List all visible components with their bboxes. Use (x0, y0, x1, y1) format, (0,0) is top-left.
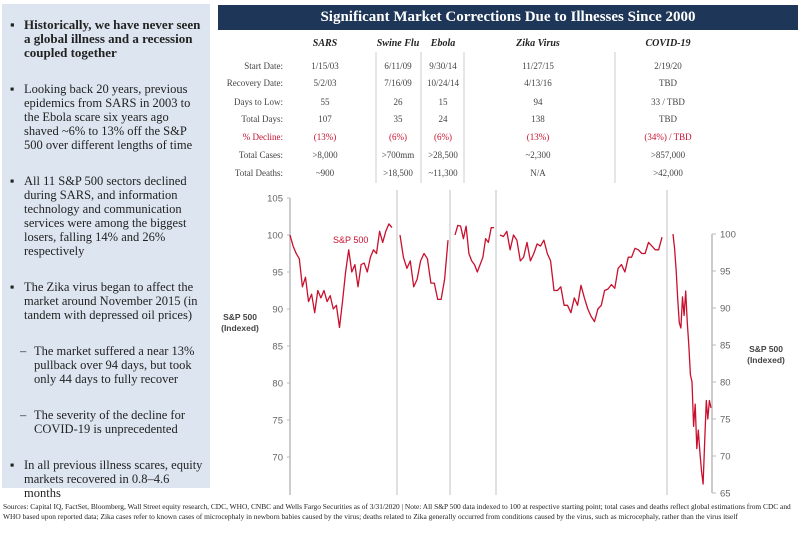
bullet-text: The market suffered a near 13% pullback … (34, 344, 195, 386)
left-tick-label: 100 (267, 231, 283, 242)
table-cell: 5/2/03 (313, 78, 337, 88)
table-cell: 6/11/09 (384, 61, 412, 71)
left-tick-label: 75 (272, 416, 283, 427)
column-header: SARS (312, 38, 338, 49)
table-cell: (13%) (313, 132, 337, 142)
row-label: Total Days: (241, 114, 283, 124)
right-tick-label: 90 (720, 304, 731, 315)
table-cell: >28,500 (428, 150, 458, 160)
table-cell: 26 (393, 97, 403, 107)
bullet-text: The severity of the decline for COVID-19… (34, 408, 185, 436)
table-cell: >857,000 (650, 150, 686, 160)
bullet-text: Looking back 20 years, previous epidemic… (24, 82, 193, 152)
sidebar-bullet: ▪ In all previous illness scares, equity … (10, 458, 206, 500)
bullet-icon: ▪ (10, 174, 15, 188)
column-header: Ebola (430, 38, 456, 49)
bullet-icon: ▪ (10, 82, 15, 96)
right-tick-label: 75 (720, 415, 731, 426)
table-cell: 107 (318, 114, 332, 124)
left-tick-label: 85 (272, 342, 283, 353)
table-cell: TBD (659, 114, 677, 124)
table-cell: 7/16/09 (384, 78, 412, 88)
table-cell: ~2,300 (525, 150, 551, 160)
table-cell: 2/19/20 (654, 61, 682, 71)
table-cell: (6%) (389, 132, 407, 142)
table-cell: 4/13/16 (524, 78, 552, 88)
left-axis-label-line2: (Indexed) (221, 323, 259, 333)
table-cell: 33 / TBD (651, 97, 685, 107)
table-cell: TBD (659, 78, 677, 88)
table-cell: >700mm (381, 150, 415, 160)
row-label: Total Cases: (238, 150, 283, 160)
line-ebola (454, 224, 494, 273)
table-cell: 24 (438, 114, 448, 124)
line-sars (289, 223, 393, 329)
left-tick-label: 105 (267, 194, 283, 205)
bullet-text: The Zika virus began to affect the marke… (24, 280, 198, 322)
table-cell: 1/15/03 (311, 61, 339, 71)
line-covid-19 (672, 233, 712, 485)
table-cell: (34%) / TBD (644, 132, 692, 142)
dash-icon: – (20, 344, 27, 358)
table-cell: >8,000 (312, 150, 338, 160)
chart-title: Significant Market Corrections Due to Il… (218, 5, 798, 30)
right-tick-label: 95 (720, 267, 731, 278)
table-cell: 35 (393, 114, 403, 124)
table-cell: 10/24/14 (426, 78, 460, 88)
row-label: Days to Low: (234, 97, 283, 107)
table-cell: 11/27/15 (522, 61, 554, 71)
bullet-text: In all previous illness scares, equity m… (24, 458, 203, 500)
table-cell: >42,000 (653, 168, 683, 178)
row-label: % Decline: (242, 132, 283, 142)
left-tick-label: 95 (272, 268, 283, 279)
sidebar-bullet: – The market suffered a near 13% pullback… (10, 344, 206, 386)
bullet-icon: ▪ (10, 280, 15, 294)
table-cell: >18,500 (383, 168, 413, 178)
table-cell: 15 (438, 97, 448, 107)
right-tick-label: 85 (720, 341, 731, 352)
table-cell: ~11,300 (428, 168, 458, 178)
line-zika-virus (499, 230, 663, 323)
sidebar-bullet: ▪ Looking back 20 years, previous epidemi… (10, 82, 206, 152)
table-cell: N/A (530, 168, 546, 178)
right-tick-label: 70 (720, 452, 731, 463)
row-label: Recovery Date: (226, 78, 283, 88)
sidebar-bullet: ▪ All 11 S&P 500 sectors declined during … (10, 174, 206, 258)
right-axis-label-line2: (Indexed) (747, 355, 785, 365)
table-cell: ~900 (315, 168, 335, 178)
sidebar-bullet: ▪ The Zika virus began to affect the mark… (10, 280, 206, 322)
column-header: Zika Virus (516, 38, 560, 49)
row-label: Start Date: (244, 61, 283, 71)
table-cell: (13%) (526, 132, 550, 142)
table-cell: (6%) (434, 132, 452, 142)
sidebar-bullet: – The severity of the decline for COVID-1… (10, 408, 206, 436)
table-cell: 9/30/14 (429, 61, 457, 71)
left-axis-label-line1: S&P 500 (223, 312, 257, 322)
table-cell: 138 (531, 114, 545, 124)
left-tick-label: 80 (272, 379, 283, 390)
line-swine-flu (399, 234, 449, 301)
bullet-text: All 11 S&P 500 sectors declined during S… (24, 174, 187, 258)
right-tick-label: 100 (720, 230, 736, 241)
right-tick-label: 65 (720, 489, 731, 500)
footnote: Sources: Capital IQ, FactSet, Bloomberg,… (3, 502, 791, 521)
column-header: Swine Flu (376, 38, 420, 49)
left-tick-label: 90 (272, 305, 283, 316)
bullet-icon: ▪ (10, 17, 15, 32)
row-label: Total Deaths: (234, 168, 283, 178)
summary-panel: ▪ Historically, we have never seen a glob… (2, 4, 210, 500)
dash-icon: – (20, 408, 27, 422)
table-cell: 94 (533, 97, 543, 107)
series-label: S&P 500 (333, 235, 368, 245)
right-axis-label-line1: S&P 500 (749, 344, 783, 354)
bullet-text: Historically, we have never seen a globa… (24, 17, 201, 60)
table-cell: 55 (320, 97, 330, 107)
bullet-icon: ▪ (10, 458, 15, 472)
left-tick-label: 70 (272, 453, 283, 464)
sidebar-bullet: ▪ Historically, we have never seen a glob… (10, 18, 206, 60)
right-tick-label: 80 (720, 378, 731, 389)
column-header: COVID-19 (645, 38, 691, 49)
